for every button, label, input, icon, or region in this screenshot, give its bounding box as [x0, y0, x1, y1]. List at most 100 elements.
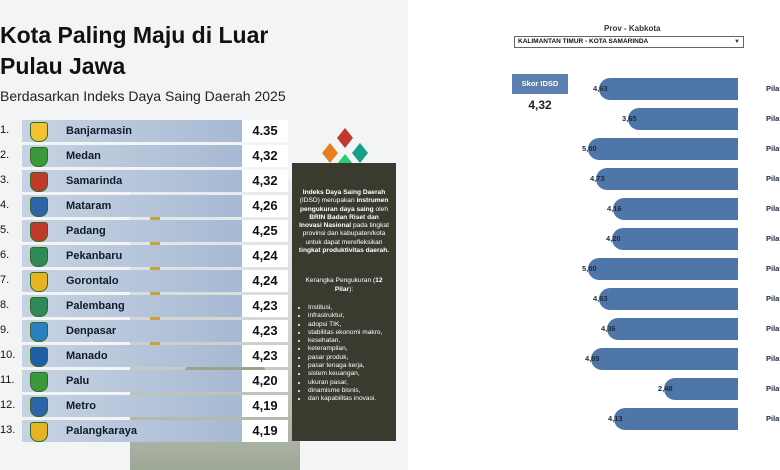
info-pillar-item: ukuran pasar, — [308, 379, 390, 387]
ranking-city: Denpasar — [66, 325, 117, 337]
pillar-value: 4,13 — [608, 414, 623, 423]
info-pillar-item: kesehatan, — [308, 337, 390, 345]
ranking-row: 12. Metro 4,19 — [0, 395, 300, 417]
ranking-bar: Palembang — [22, 295, 242, 317]
ranking-bar: Gorontalo — [22, 270, 242, 292]
pillar-bar — [596, 168, 738, 190]
ranking-city: Medan — [66, 150, 101, 162]
pillar-value: 2,48 — [658, 384, 673, 393]
info-pillar-item: dan kapabilitas inovasi. — [308, 395, 390, 403]
pillar-label: Pilar — [766, 114, 780, 123]
ranking-score: 4.35 — [242, 120, 288, 142]
ranking-row: 3. Samarinda 4,32 — [0, 170, 300, 192]
pillar-bar — [613, 198, 738, 220]
pillar-bar — [614, 408, 738, 430]
ranking-number: 6. — [0, 249, 10, 261]
ranking-city: Mataram — [66, 200, 112, 212]
pillar-label: Pilar — [766, 264, 780, 273]
ranking-number: 2. — [0, 149, 10, 161]
info-description: (IDSD) merupakan instrumen pengukuran da… — [298, 197, 390, 255]
ranking-city: Palu — [66, 375, 90, 387]
ranking-score: 4,26 — [242, 195, 288, 217]
pillar-value: 4,63 — [593, 294, 608, 303]
pillar-value: 3,65 — [622, 114, 637, 123]
ranking-city: Samarinda — [66, 175, 123, 187]
city-crest-icon — [30, 397, 48, 417]
pillar-value: 5,00 — [582, 264, 597, 273]
ranking-row: 5. Padang 4,25 — [0, 220, 300, 242]
pillar-row: 3,65 Pilar — [408, 108, 780, 130]
ranking-score: 4,23 — [242, 295, 288, 317]
pillar-label: Pilar — [766, 234, 780, 243]
ranking-number: 7. — [0, 274, 10, 286]
ranking-city: Pekanbaru — [66, 250, 123, 262]
ranking-score: 4,25 — [242, 220, 288, 242]
ranking-row: 8. Palembang 4,23 — [0, 295, 300, 317]
pillar-label: Pilar — [766, 204, 780, 213]
info-pillar-item: stabilitas ekonomi makro, — [308, 329, 390, 337]
pillar-label: Pilar — [766, 144, 780, 153]
city-crest-icon — [30, 197, 48, 217]
ranking-row: 11. Palu 4,20 — [0, 370, 300, 392]
info-framework-heading: Kerangka Pengukuran (12 Pilar): — [305, 277, 383, 293]
city-crest-icon — [30, 122, 48, 142]
pillar-bar — [664, 378, 738, 400]
ranking-number: 9. — [0, 324, 10, 336]
pillar-bar — [588, 258, 738, 280]
ranking-row: 10. Manado 4,23 — [0, 345, 300, 367]
info-title: Indeks Daya Saing Daerah — [302, 189, 386, 196]
ranking-row: 1. Banjarmasin 4.35 — [0, 120, 300, 142]
infographic-subtitle: Berdasarkan Indeks Daya Saing Daerah 202… — [0, 88, 286, 104]
ranking-number: 11. — [0, 374, 15, 386]
ranking-score: 4,20 — [242, 370, 288, 392]
pillar-bar — [607, 318, 738, 340]
pillar-label: Pilar — [766, 384, 780, 393]
ranking-bar: Palu — [22, 370, 242, 392]
ranking-number: 8. — [0, 299, 10, 311]
pillar-label: Pilar — [766, 174, 780, 183]
region-select-dropdown[interactable]: KALIMANTAN TIMUR - KOTA SAMARINDA ▼ — [514, 36, 744, 48]
infographic-title: Kota Paling Maju di Luar Pulau Jawa — [0, 22, 269, 79]
pillar-label: Pilar — [766, 354, 780, 363]
pillar-row: 5,00 Pilar — [408, 258, 780, 280]
ranking-number: 3. — [0, 174, 10, 186]
ranking-city: Metro — [66, 400, 96, 412]
ranking-bar: Banjarmasin — [22, 120, 242, 142]
ranking-bar: Pekanbaru — [22, 245, 242, 267]
ranking-row: 13. Palangkaraya 4,19 — [0, 420, 300, 442]
idsd-info-box: Indeks Daya Saing Daerah (IDSD) merupaka… — [292, 163, 396, 441]
city-crest-icon — [30, 172, 48, 192]
city-crest-icon — [30, 222, 48, 242]
info-pillar-item: keterampilan, — [308, 345, 390, 353]
info-pillar-item: adopsi TIK, — [308, 321, 390, 329]
ranking-score: 4,24 — [242, 245, 288, 267]
ranking-score: 4,32 — [242, 170, 288, 192]
pillar-bar — [612, 228, 738, 250]
pillar-bar — [599, 78, 738, 100]
ranking-bar: Mataram — [22, 195, 242, 217]
ranking-bar: Manado — [22, 345, 242, 367]
chevron-down-icon[interactable]: ▼ — [734, 39, 740, 45]
ranking-city: Palembang — [66, 300, 125, 312]
ranking-city: Palangkaraya — [66, 425, 137, 437]
region-select-value: KALIMANTAN TIMUR - KOTA SAMARINDA — [518, 38, 649, 45]
filter-label: Prov - Kabkota — [604, 24, 661, 33]
info-pillar-item: infrastruktur, — [308, 312, 390, 320]
skor-idsd-value: 4,32 — [528, 98, 552, 112]
pillar-bar — [628, 108, 738, 130]
pillar-label: Pilar — [766, 414, 780, 423]
pillar-value: 4,20 — [606, 234, 621, 243]
ranking-score: 4,32 — [242, 145, 288, 167]
pillar-row: 2,48 Pilar — [408, 378, 780, 400]
infographic-panel: Kota Paling Maju di Luar Pulau Jawa Berd… — [0, 0, 408, 470]
city-crest-icon — [30, 147, 48, 167]
skor-idsd-label: Skor IDSD — [512, 74, 568, 94]
ranking-city: Manado — [66, 350, 108, 362]
info-pillar-item: dinamisme bisnis, — [308, 387, 390, 395]
ranking-score: 4,24 — [242, 270, 288, 292]
pillar-row: 5,00 Pilar — [408, 138, 780, 160]
pillar-value: 4,89 — [585, 354, 600, 363]
ranking-number: 4. — [0, 199, 10, 211]
ranking-number: 13. — [0, 424, 16, 436]
city-crest-icon — [30, 297, 48, 317]
